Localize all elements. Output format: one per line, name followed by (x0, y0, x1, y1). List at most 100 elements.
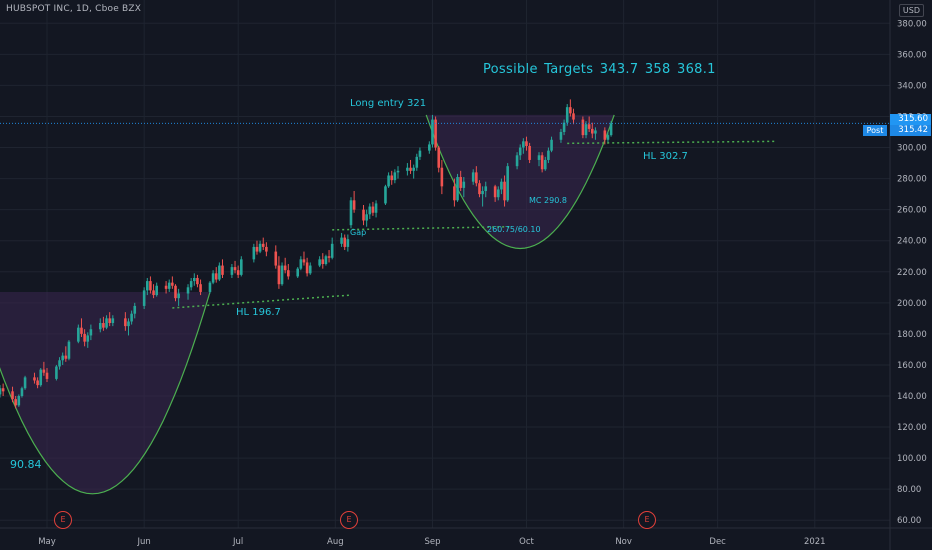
candle-body (503, 181, 506, 201)
candle-body (302, 259, 306, 263)
cup-start-label: 90.84 (10, 458, 42, 471)
candle-body (83, 333, 86, 342)
post-price-tag: 315.42 (890, 125, 931, 136)
candle-body (164, 285, 168, 289)
x-tick-label: Oct (519, 537, 534, 547)
candle-body (252, 246, 256, 260)
candle-body (186, 287, 190, 294)
y-tick-label: 180.00 (897, 330, 927, 340)
symbol-title[interactable]: HUBSPOT INC, 1D, Cboe BZX (6, 4, 142, 14)
candle-body (277, 265, 281, 285)
candle-body (261, 243, 265, 247)
candle-body (105, 318, 108, 328)
candle-body (280, 265, 284, 285)
candle-body (396, 170, 400, 173)
candle-body (330, 243, 334, 258)
y-tick-label: 220.00 (897, 268, 927, 278)
candle-body (299, 259, 303, 269)
possible-targets-label: Possible Targets 343.7 358 368.1 (483, 62, 716, 77)
candle-body (274, 251, 278, 266)
candle-body (20, 388, 24, 396)
candle-body (127, 321, 130, 327)
candle-body (211, 273, 215, 283)
candle-body (108, 318, 111, 324)
candle-body (214, 273, 218, 280)
y-tick-label: 380.00 (897, 19, 927, 29)
y-tick-label: 360.00 (897, 50, 927, 60)
currency-button[interactable]: USD (898, 4, 924, 17)
gap-label: Gap (350, 228, 367, 237)
candle-body (17, 396, 21, 406)
y-tick-label: 160.00 (897, 361, 927, 371)
candle-body (478, 183, 481, 195)
candle-body (98, 323, 102, 330)
last-price-tag: 315.60 (890, 114, 931, 125)
candle-body (208, 282, 212, 292)
earnings-marker[interactable]: E (638, 511, 656, 529)
candle-body (496, 189, 500, 198)
x-tick-label: Dec (709, 537, 726, 547)
candle-body (368, 206, 372, 215)
candle-body (437, 147, 441, 168)
candle-body (133, 305, 137, 314)
candle-body (171, 282, 174, 286)
candle-body (155, 285, 158, 296)
candle-body (102, 323, 105, 328)
candle-body (287, 270, 290, 277)
candle-body (305, 262, 309, 274)
candle-body (23, 377, 27, 389)
earnings-marker[interactable]: E (340, 511, 358, 529)
candle-body (547, 150, 550, 160)
candle-body (145, 281, 149, 291)
candle-body (528, 145, 531, 160)
candle-body (0, 388, 2, 395)
candle-body (308, 265, 312, 274)
earnings-marker[interactable]: E (54, 511, 72, 529)
candle-body (374, 203, 378, 213)
candle-body (230, 267, 234, 275)
candle-body (236, 270, 240, 275)
candle-body (434, 119, 437, 148)
candle-body (61, 355, 64, 361)
candle-body (543, 159, 547, 170)
candle-body (406, 167, 409, 171)
candle-body (518, 147, 522, 156)
candle-body (64, 355, 68, 359)
cup-outline (0, 291, 211, 495)
candle-body (584, 124, 588, 136)
candle-body (58, 360, 61, 367)
candle-body (384, 186, 387, 204)
candlestick-series (0, 99, 613, 409)
cup-low-label: 260.75/60.10 (487, 225, 541, 234)
candle-body (283, 265, 287, 271)
candle-body (86, 335, 90, 342)
candle-body (590, 128, 594, 134)
candle-body (418, 150, 422, 157)
candle-body (167, 282, 171, 289)
y-tick-label: 80.00 (897, 485, 921, 495)
candle-body (240, 259, 243, 275)
cup-patterns (0, 114, 615, 495)
candle-body (296, 268, 300, 277)
candle-body (594, 130, 597, 134)
candle-body (540, 155, 544, 170)
candle-body (39, 369, 43, 386)
candle-body (177, 293, 180, 299)
candle-body (55, 366, 58, 379)
candle-body (453, 186, 456, 201)
y-tick-label: 60.00 (897, 516, 921, 526)
candle-body (1, 388, 5, 392)
candle-body (569, 107, 572, 114)
candle-body (565, 107, 569, 123)
candle-body (471, 172, 475, 182)
candle-body (80, 327, 83, 334)
candle-body (606, 135, 610, 140)
cup-fill (0, 291, 210, 494)
candle-body (493, 186, 497, 198)
candle-body (258, 243, 262, 252)
hl-302-label: HL 302.7 (643, 151, 688, 162)
candle-body (265, 246, 268, 252)
candle-body (343, 237, 347, 247)
candle-body (415, 156, 419, 168)
